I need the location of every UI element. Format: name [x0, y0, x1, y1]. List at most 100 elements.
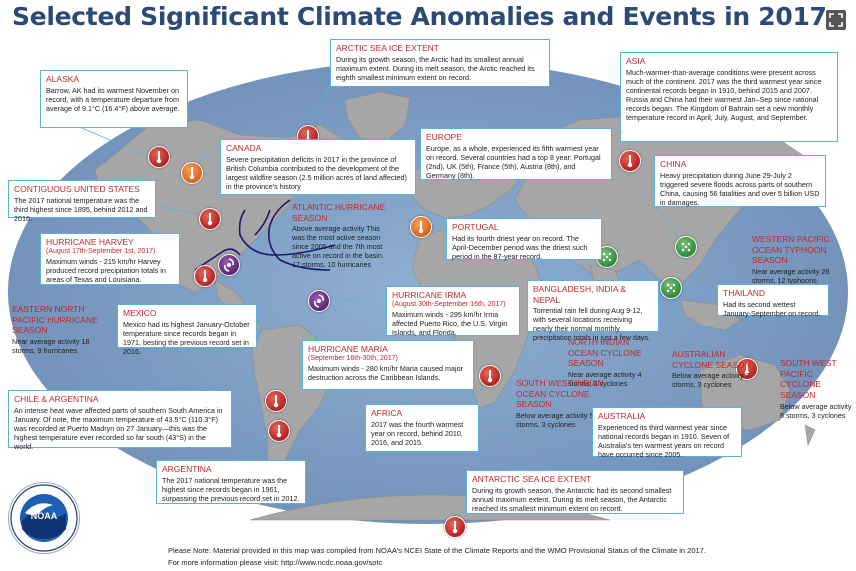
europe-text: Europe, as a whole, experienced its fift… — [426, 143, 601, 180]
swp-text: Below average activity 6 storms, 3 cyclo… — [780, 401, 852, 420]
contiguous-us-box: CONTIGUOUS UNITED STATES The 2017 nation… — [8, 180, 156, 223]
rain-icon — [666, 283, 676, 293]
footer-note: Please Note: Material provided in this m… — [168, 546, 706, 555]
mexico-marker[interactable] — [194, 265, 216, 287]
maria-dates: (September 16th-30th, 2017) — [308, 354, 398, 362]
thermometer-warm-icon — [487, 370, 493, 383]
enp-text: Near average activity 18 storms, 9 hurri… — [12, 336, 90, 355]
new-zealand — [804, 424, 816, 447]
wpac-heading: WESTERN PACIFIC OCEAN TYPHOON SEASON — [752, 234, 830, 266]
africa-text: 2017 was the fourth warmest year on reco… — [371, 419, 464, 447]
chile-box: CHILE & ARGENTINA An intense heat wave a… — [8, 390, 232, 451]
irma-heading: HURRICANE IRMA — [392, 290, 467, 300]
canada-text: Severe precipitation deficits in 2017 in… — [226, 154, 407, 191]
atlantic-block: ATLANTIC HURRICANE SEASON Above average … — [292, 202, 388, 269]
swio-block: SOUTH WEST INDIAN OCEAN CYCLONE SEASON B… — [516, 378, 608, 429]
nio-block: NORTH INDIAN OCEAN CYCLONE SEASON Near a… — [568, 337, 658, 388]
rain-icon — [602, 252, 612, 262]
africa-marker[interactable] — [479, 365, 501, 387]
thailand-box: THAILAND Had its second wettest January-… — [717, 284, 829, 318]
asia-marker[interactable] — [619, 150, 641, 172]
antarctic-box: ANTARCTIC SEA ICE EXTENT During its grow… — [466, 470, 684, 514]
irma-marker[interactable] — [308, 290, 330, 312]
harvey-dates: (August 17th-September 1st, 2017) — [46, 247, 156, 255]
argentina-box: ARGENTINA The 2017 national temperature … — [156, 460, 306, 504]
footer-link[interactable]: For more information please visit: http:… — [168, 558, 383, 567]
thailand-rain-marker[interactable] — [660, 277, 682, 299]
page-title: Selected Significant Climate Anomalies a… — [12, 2, 827, 31]
mexico-heading: MEXICO — [123, 308, 157, 318]
argentina-marker[interactable] — [268, 420, 290, 442]
bangladesh-box: BANGLADESH, INDIA & NEPAL Torrential rai… — [527, 280, 659, 342]
atlantic-text: Above average activity This was the most… — [292, 224, 384, 270]
thermometer-warm-icon — [156, 151, 162, 164]
canada-dry-marker[interactable] — [181, 162, 203, 184]
portugal-box: PORTUGAL Had its fourth driest year on r… — [446, 218, 602, 261]
alaska-text: Barrow, AK had its warmest November on r… — [46, 85, 180, 113]
expand-icon — [829, 13, 843, 27]
chile-heading: CHILE & ARGENTINA — [14, 394, 99, 404]
maria-box: HURRICANE MARIA (September 16th-30th, 20… — [302, 340, 474, 390]
storm-tracks — [194, 199, 336, 271]
aus-cyclone-block: AUSTRALIAN CYCLONE SEASON Below average … — [672, 349, 764, 389]
harvey-track — [194, 248, 241, 271]
irma-dates: (August 30th-September 16th, 2017) — [392, 300, 506, 308]
china-rain-marker[interactable] — [675, 236, 697, 258]
antarctic-heading: ANTARCTIC SEA ICE EXTENT — [472, 474, 592, 484]
harvey-heading: HURRICANE HARVEY — [46, 237, 134, 247]
china-heading: CHINA — [660, 159, 687, 169]
contiguous-us-marker[interactable] — [199, 208, 221, 230]
thermometer-warm-icon — [273, 395, 279, 408]
portugal-marker[interactable] — [410, 216, 432, 238]
wpac-block: WESTERN PACIFIC OCEAN TYPHOON SEASON Nea… — [752, 234, 850, 285]
arctic-text: During its growth season, the Arctic had… — [336, 54, 535, 82]
thailand-text: Had its second wettest January-September… — [723, 299, 821, 318]
irma-track — [238, 209, 336, 256]
alaska-warm-marker[interactable] — [148, 146, 170, 168]
mexico-box: MEXICO Mexico had its highest January-Oc… — [117, 304, 257, 356]
canada-heading: CANADA — [226, 143, 262, 153]
argentina-heading: ARGENTINA — [162, 464, 212, 474]
portugal-heading: PORTUGAL — [452, 222, 499, 232]
antarctic-marker[interactable] — [444, 516, 466, 538]
thermometer-warm-icon — [202, 270, 208, 283]
asia-heading: ASIA — [626, 56, 646, 66]
harvey-text: Maximum winds - 215 km/hr Harvey produce… — [46, 257, 166, 285]
china-box: CHINA Heavy precipitation during June 29… — [654, 155, 826, 207]
expand-button[interactable] — [826, 10, 846, 30]
greenland — [344, 91, 411, 143]
thermometer-warm-icon — [452, 521, 458, 534]
africa-heading: AFRICA — [371, 408, 403, 418]
thermometer-warm-icon — [627, 155, 633, 168]
portugal-text: Had its fourth driest year on record. Th… — [452, 233, 588, 261]
australia-text: Experienced its third warmest year since… — [598, 422, 730, 459]
other-track — [254, 209, 271, 236]
australia-marker[interactable] — [736, 358, 758, 380]
thermometer-warm-icon — [207, 213, 213, 226]
noaa-text: NOAA — [31, 511, 58, 521]
harvey-marker[interactable] — [218, 254, 240, 276]
asia-text: Much-warmer-than-average conditions were… — [626, 67, 822, 122]
rain-icon — [681, 242, 691, 252]
maria-heading: HURRICANE MARIA — [308, 344, 388, 354]
enp-heading: EASTERN NORTH PACIFIC HURRICANE SEASON — [12, 304, 98, 336]
china-text: Heavy precipitation during June 29-July … — [660, 170, 820, 207]
wpac-text: Near average activity 26 storms, 12 typh… — [752, 266, 830, 285]
thermometer-warm-icon — [418, 221, 424, 234]
bangladesh-heading: BANGLADESH, INDIA & NEPAL — [533, 284, 627, 305]
nio-heading: NORTH INDIAN OCEAN CYCLONE SEASON — [568, 337, 642, 369]
thermometer-warm-icon — [189, 167, 195, 180]
europe-box: EUROPE Europe, as a whole, experienced i… — [420, 128, 612, 180]
argentina-text: The 2017 national temperature was the hi… — [162, 475, 300, 503]
australia-heading: AUSTRALIA — [598, 411, 646, 421]
hurricane-icon — [224, 258, 234, 272]
aus-cyclone-heading: AUSTRALIAN CYCLONE SEASON — [672, 349, 751, 370]
chile-marker[interactable] — [265, 390, 287, 412]
harvey-box: HURRICANE HARVEY (August 17th-September … — [40, 233, 180, 285]
swp-heading: SOUTH WEST PACIFIC CYCLONE SEASON — [780, 358, 837, 400]
asia-box: ASIA Much-warmer-than-average conditions… — [620, 52, 838, 142]
thermometer-warm-icon — [744, 363, 750, 376]
bangladesh-text: Torrential rain fell during Aug 9-12, wi… — [533, 306, 651, 343]
europe-heading: EUROPE — [426, 132, 462, 142]
swio-heading: SOUTH WEST INDIAN OCEAN CYCLONE SEASON — [516, 378, 604, 410]
